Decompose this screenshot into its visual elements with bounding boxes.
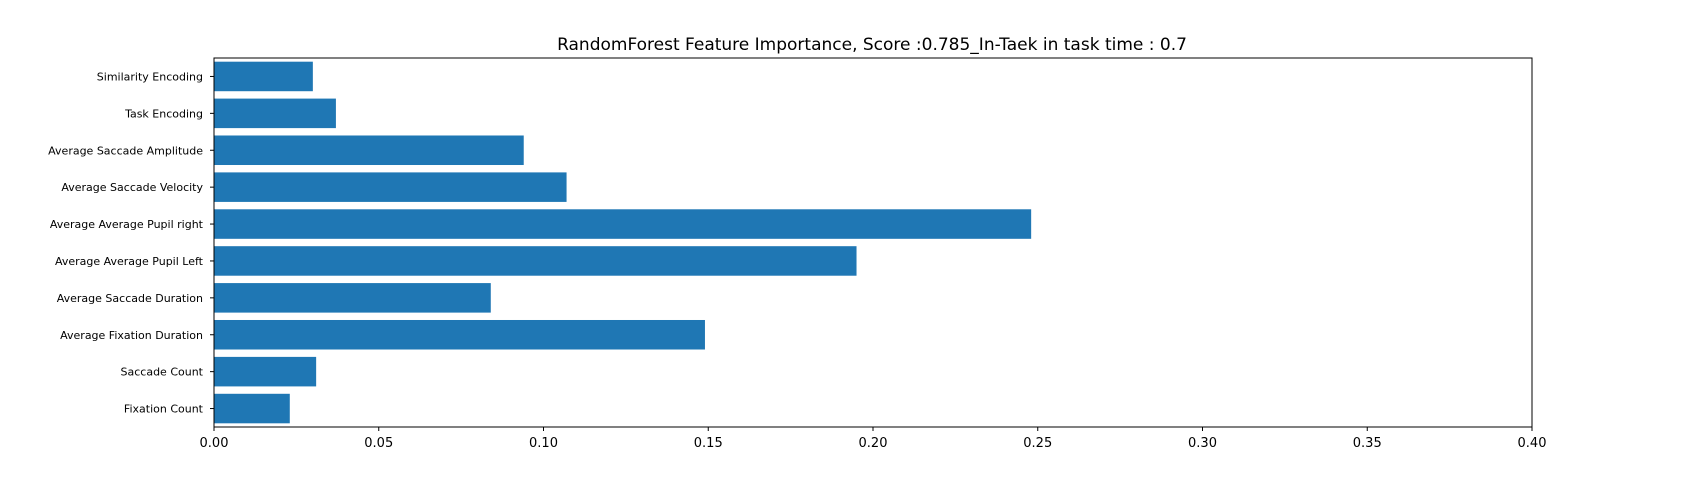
chart-title: RandomForest Feature Importance, Score :…: [557, 35, 1187, 55]
bar-saccade-count: [214, 356, 317, 387]
x-tick-label: 0.25: [1023, 436, 1052, 451]
y-tick-label: Similarity Encoding: [97, 70, 203, 83]
x-tick-label: 0.05: [364, 436, 393, 451]
bar-task-encoding: [214, 98, 336, 129]
x-tick-label: 0.00: [200, 436, 229, 451]
y-tick-label: Average Saccade Velocity: [61, 181, 203, 194]
x-tick-label: 0.10: [529, 436, 558, 451]
x-tick-label: 0.30: [1188, 436, 1217, 451]
y-tick-label: Average Average Pupil Left: [55, 255, 204, 268]
bar-average-average-pupil-left: [214, 246, 857, 276]
x-tick-label: 0.15: [694, 436, 723, 451]
bar-average-fixation-duration: [214, 319, 705, 350]
y-axis-ticks: Fixation Count Saccade Count Average Fixat…: [48, 70, 214, 416]
x-tick-label: 0.20: [859, 436, 888, 451]
bar-similarity-encoding: [214, 61, 313, 92]
bar-average-average-pupil-right: [214, 209, 1032, 239]
x-axis-ticks: 0.00 0.05 0.10 0.15 0.20 0.25 0.30 0.35 0.40: [200, 427, 1547, 451]
y-tick-label: Task Encoding: [124, 107, 203, 120]
bar-fixation-count: [214, 393, 290, 424]
bars-layer: [214, 61, 1032, 424]
plot-frame: [213, 57, 1533, 428]
y-tick-label: Average Average Pupil right: [50, 218, 204, 231]
y-tick-label: Average Fixation Duration: [60, 329, 203, 342]
y-tick-label: Average Saccade Amplitude: [48, 144, 203, 157]
y-tick-label: Saccade Count: [121, 366, 204, 379]
y-tick-label: Fixation Count: [124, 403, 204, 416]
x-tick-label: 0.35: [1353, 436, 1382, 451]
bar-average-saccade-velocity: [214, 172, 567, 202]
y-tick-label: Average Saccade Duration: [57, 292, 203, 305]
x-tick-label: 0.40: [1518, 436, 1547, 451]
bar-average-saccade-amplitude: [214, 135, 524, 166]
bar-average-saccade-duration: [214, 283, 491, 313]
